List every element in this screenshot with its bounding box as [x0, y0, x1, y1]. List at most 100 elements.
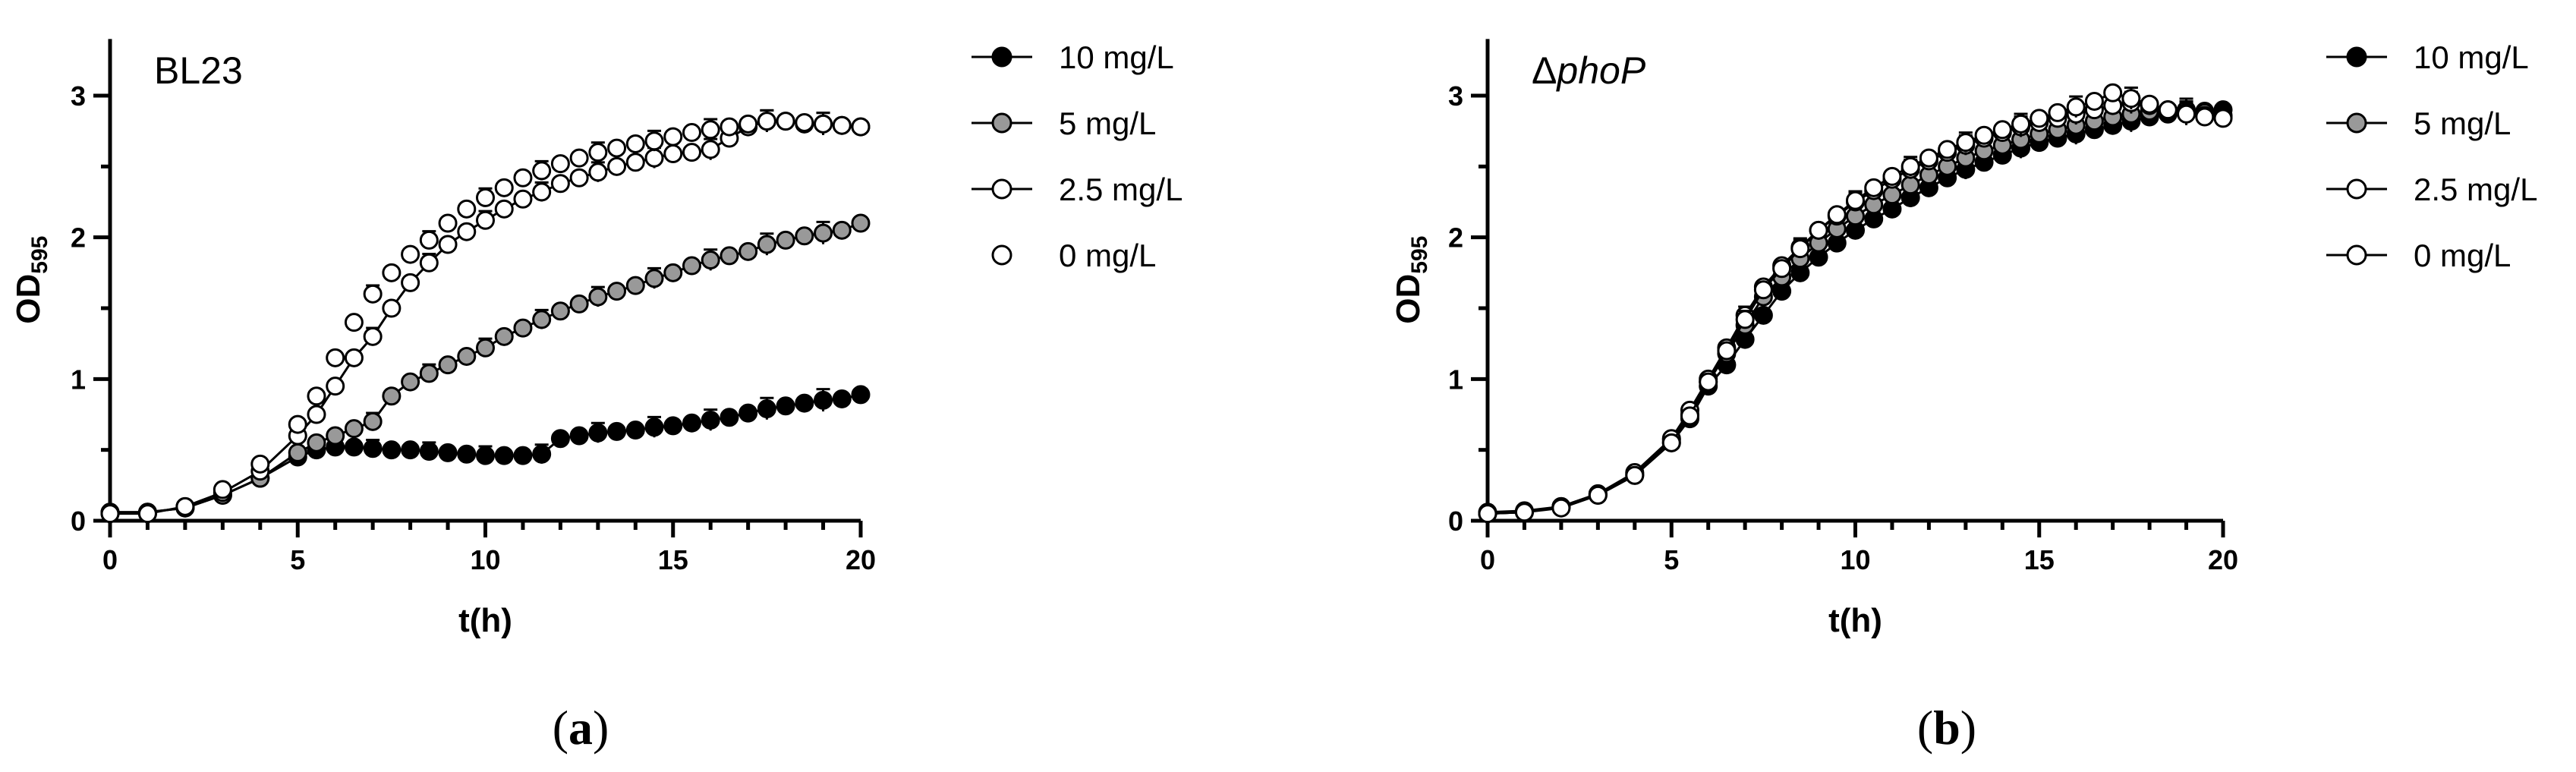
y-tick-label: 0: [1448, 506, 1463, 537]
caption-close-paren: ): [593, 701, 609, 755]
caption-close-paren: ): [1960, 701, 1976, 755]
data-point: [2195, 107, 2215, 127]
data-point: [1956, 133, 1976, 153]
x-axis-title: t(h): [458, 602, 512, 639]
data-point: [682, 256, 701, 276]
data-point: [2140, 94, 2159, 114]
data-point: [532, 182, 552, 202]
data-point: [701, 140, 720, 159]
data-point: [344, 348, 364, 367]
data-point: [532, 161, 552, 181]
data-point: [720, 246, 739, 266]
data-point: [1809, 220, 1828, 240]
data-point: [663, 144, 683, 164]
data-point: [419, 364, 439, 383]
data-point: [344, 419, 364, 439]
panel-caption: (b): [1917, 701, 1976, 755]
data-point: [476, 187, 495, 207]
data-point: [382, 298, 402, 318]
legend-label: 10 mg/L: [2414, 39, 2529, 75]
data-point: [738, 114, 758, 134]
data-point: [644, 418, 664, 437]
data-point: [569, 426, 589, 446]
data-point: [1992, 120, 2012, 140]
panel-caption: (a): [553, 701, 609, 755]
x-tick-label: 0: [102, 544, 118, 575]
data-point: [720, 408, 739, 427]
data-point: [644, 131, 664, 151]
y-tick-label: 0: [71, 506, 86, 537]
data-point: [175, 496, 195, 516]
data-point: [814, 223, 833, 243]
data-point: [701, 120, 720, 140]
x-tick-label: 5: [1664, 544, 1679, 575]
data-point: [307, 405, 326, 424]
data-point: [663, 416, 683, 436]
y-axis-title-main: OD: [10, 274, 47, 324]
data-point: [795, 226, 814, 246]
series-1: [1478, 97, 2233, 524]
y-tick-label: 3: [1448, 80, 1463, 112]
data-point: [382, 263, 402, 282]
data-point: [701, 410, 720, 430]
y-axis-title: OD595: [10, 236, 52, 324]
panel-label-prefix: Δ: [1532, 49, 1557, 92]
y-axis-title-subscript: 595: [27, 236, 52, 274]
data-point: [757, 112, 776, 131]
legend-entry: 0 mg/L: [991, 238, 1156, 273]
data-point: [644, 148, 664, 168]
caption-open-paren: (: [1917, 701, 1933, 755]
data-point: [494, 178, 514, 197]
data-point: [363, 411, 383, 431]
legend-entry: 10 mg/L: [2326, 39, 2529, 75]
data-point: [457, 199, 477, 219]
data-point: [550, 301, 570, 321]
data-point: [588, 162, 608, 182]
data-point: [382, 386, 402, 406]
x-tick-label: 15: [2024, 544, 2055, 575]
data-point: [795, 393, 814, 413]
data-point: [2066, 97, 2086, 117]
data-point: [851, 213, 871, 233]
legend-entry: 2.5 mg/L: [2326, 172, 2537, 207]
panel-label-text: phoP: [1555, 49, 1645, 92]
data-point: [2213, 109, 2233, 128]
data-point: [326, 348, 345, 367]
data-point: [532, 444, 552, 464]
y-tick-label: 2: [1448, 222, 1463, 254]
y-axis-title-main: OD: [1390, 274, 1427, 324]
legend-marker: [991, 244, 1012, 266]
data-point: [494, 199, 514, 219]
data-point: [476, 210, 495, 230]
data-point: [476, 338, 495, 358]
data-point: [513, 168, 533, 187]
data-point: [513, 446, 533, 465]
data-point: [307, 386, 326, 406]
x-tick-label: 5: [290, 544, 305, 575]
legend-label: 5 mg/L: [1059, 106, 1156, 141]
legend-marker: [991, 46, 1012, 68]
data-point: [513, 189, 533, 209]
data-point: [1772, 259, 1792, 279]
data-point: [213, 480, 232, 499]
legend-entry: 0 mg/L: [2326, 238, 2511, 273]
y-tick-label: 2: [71, 222, 86, 254]
data-point: [438, 235, 458, 254]
data-point: [137, 504, 157, 524]
data-point: [569, 148, 589, 168]
data-point: [382, 440, 402, 460]
data-point: [494, 446, 514, 465]
data-point: [1514, 503, 1534, 522]
data-point: [644, 269, 664, 288]
data-point: [363, 439, 383, 458]
data-point: [682, 413, 701, 433]
data-point: [438, 355, 458, 375]
data-point: [663, 127, 683, 147]
legend-marker: [2346, 46, 2367, 68]
data-point: [532, 310, 552, 329]
data-point: [625, 134, 645, 153]
data-point: [419, 442, 439, 462]
x-axis-title: t(h): [1828, 602, 1882, 639]
data-point: [607, 138, 627, 158]
series-line: [1487, 91, 2224, 515]
